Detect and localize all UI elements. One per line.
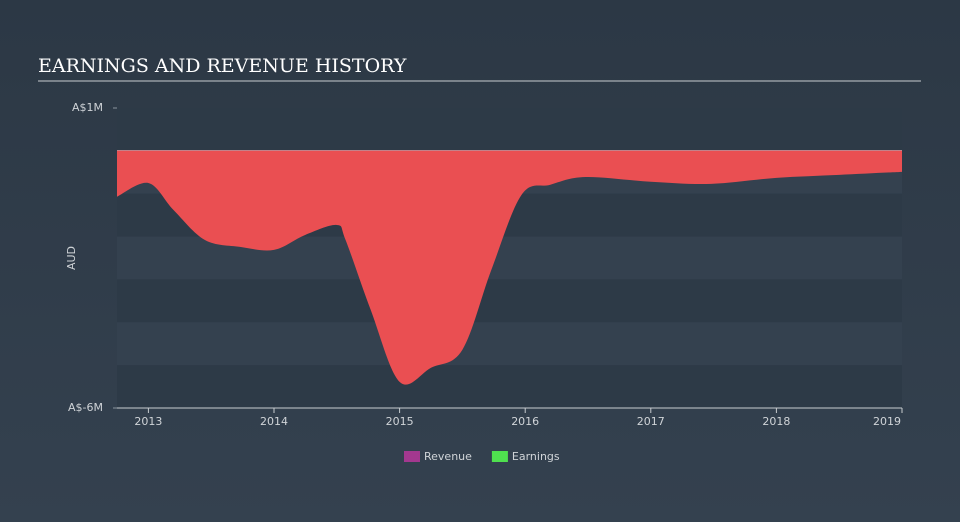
plot-band (117, 365, 902, 408)
legend-swatch (404, 451, 420, 462)
x-tick-label: 2019 (873, 415, 901, 428)
chart-title: EARNINGS AND REVENUE HISTORY (38, 55, 407, 77)
y-tick-label: A$-6M (68, 401, 103, 414)
x-tick-label: 2013 (134, 415, 162, 428)
x-tick-label: 2017 (637, 415, 665, 428)
plot-band (117, 322, 902, 366)
earnings-area (117, 150, 902, 385)
plot-band (117, 108, 902, 151)
y-tick-label: A$1M (72, 101, 103, 114)
x-tick-label: 2016 (511, 415, 539, 428)
x-tick-label: 2015 (386, 415, 414, 428)
plot-band (117, 279, 902, 323)
x-tick-label: 2014 (260, 415, 288, 428)
legend-label: Revenue (424, 450, 472, 463)
y-axis-label: AUD (65, 246, 78, 270)
legend-label: Earnings (512, 450, 560, 463)
x-tick-label: 2018 (762, 415, 790, 428)
legend-swatch (491, 451, 508, 462)
